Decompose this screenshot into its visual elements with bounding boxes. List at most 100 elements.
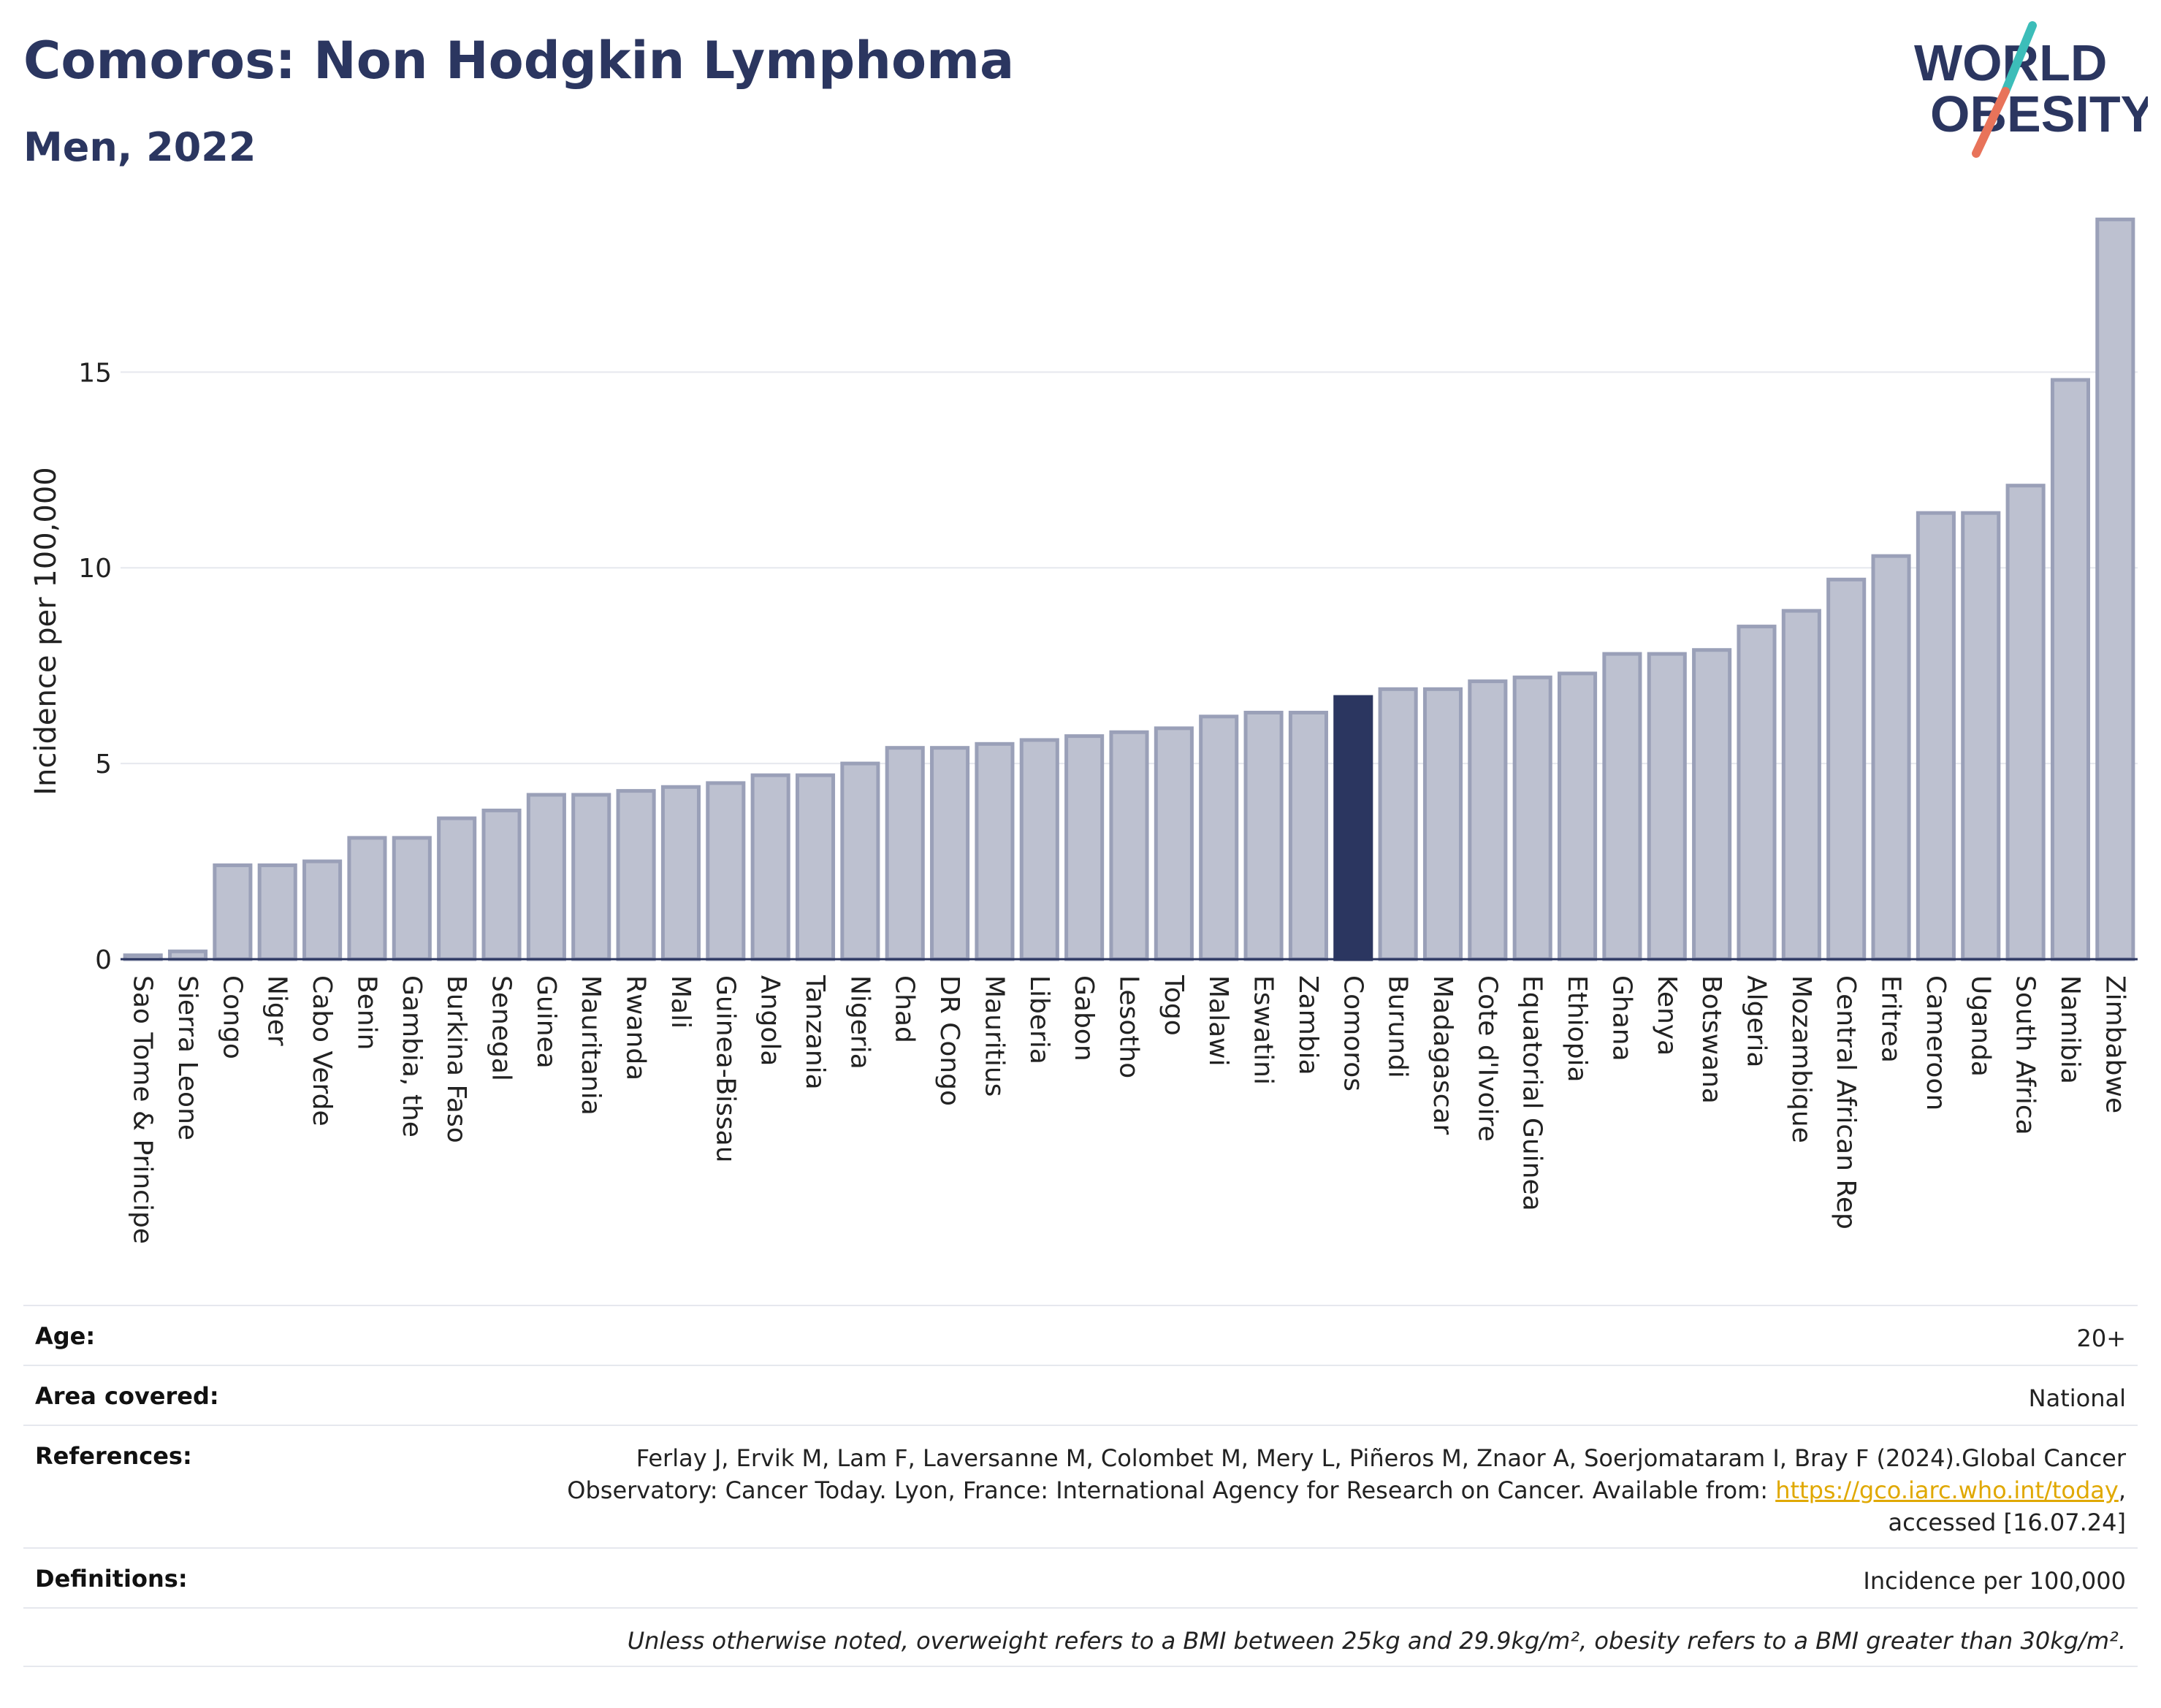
area-value: National [2028,1384,2126,1412]
bmi-note: Unless otherwise noted, overweight refer… [627,1627,2126,1655]
y-tick-label: 15 [78,358,112,388]
x-tick-label: Mozambique [1786,975,1816,1143]
x-tick-label: Ethiopia [1562,975,1592,1083]
bar-algeria [1737,625,1777,961]
x-tick-label: Namibia [2055,975,2085,1084]
age-value: 20+ [2076,1324,2126,1352]
bar-gambia-the [392,836,432,961]
bar-togo [1154,726,1194,961]
x-tick-label: Cote d'Ivoire [1472,975,1502,1142]
logo-slash-top [2001,21,2037,96]
bar-dr-congo [930,746,970,961]
x-tick-label: Benin [351,975,381,1050]
references-link[interactable]: https://gco.iarc.who.int/today [1775,1476,2119,1504]
x-tick-labels: Sao Tome & Principe Sierra Leone Congo Nige… [128,975,2130,1244]
bar-niger [257,863,297,961]
x-tick-label: Kenya [1652,975,1682,1056]
bar-nigeria [840,761,880,961]
y-tick-label: 5 [95,750,112,779]
bar-mauritius [975,741,1015,961]
bar-guinea [526,793,566,961]
x-tick-label: DR Congo [934,975,964,1106]
x-tick-label: South Africa [2011,975,2040,1135]
page-title: Comoros: Non Hodgkin Lymphoma [23,31,1015,91]
x-tick-label: Niger [262,975,292,1046]
x-tick-label: Mauritius [979,975,1009,1097]
y-tick-label: 10 [78,554,112,584]
bar-zimbabwe [2095,217,2135,961]
bar-cote-d-ivoire [1468,679,1508,961]
definitions-label: Definitions: [35,1565,188,1593]
x-tick-label: Equatorial Guinea [1517,975,1547,1211]
bar-sierra-leone [167,949,208,961]
age-label: Age: [35,1322,96,1350]
bar-ghana [1602,652,1642,961]
x-tick-label: Cameroon [1921,975,1951,1110]
bar-kenya [1647,652,1687,961]
x-tick-label: Zimbabwe [2100,975,2130,1113]
info-row-definitions: Definitions: Incidence per 100,000 [23,1547,2138,1607]
y-tick-labels: 0 5 10 15 [78,358,112,975]
bar-lesotho [1109,730,1149,961]
world-obesity-logo: WORLD OBESITY [1914,21,2148,158]
bars [123,217,2135,961]
references-line2: Observatory: Cancer Today. Lyon, France:… [567,1476,1776,1504]
x-tick-label: Zambia [1293,975,1323,1075]
x-tick-label: Algeria [1741,975,1771,1068]
references-value: Ferlay J, Ervik M, Lam F, Laversanne M, … [567,1442,2126,1547]
x-tick-label: Burkina Faso [441,975,471,1143]
x-tick-label: Malawi [1203,975,1233,1067]
bar-gabon [1064,734,1105,961]
bar-namibia [2050,378,2091,961]
bar-south-africa [2005,484,2046,961]
info-row-age: Age: 20+ [23,1305,2138,1365]
bar-rwanda [616,789,656,961]
bar-equatorial-guinea [1512,675,1552,961]
logo-line2: OBESITY [1930,85,2148,142]
x-tick-label: Cabo Verde [307,975,337,1126]
references-line2-end: , [2118,1476,2126,1504]
bar-eritrea [1871,554,1911,961]
x-tick-label: Nigeria [845,975,874,1070]
bar-central-african-rep [1826,577,1867,961]
bar-cameroon [1916,511,1956,961]
info-row-references: References: Ferlay J, Ervik M, Lam F, La… [23,1425,2138,1547]
references-line3: accessed [16.07.24] [1888,1509,2126,1536]
bar-liberia [1019,738,1059,961]
bar-mauritania [571,793,611,961]
x-tick-label: Madagascar [1428,975,1457,1135]
x-tick-label: Eswatini [1249,975,1278,1085]
bar-ethiopia [1558,671,1598,961]
bar-cabo-verde [302,859,343,961]
x-tick-label: Botswana [1696,975,1726,1104]
definitions-value: Incidence per 100,000 [1863,1567,2126,1595]
info-row-area: Area covered: National [23,1365,2138,1425]
x-tick-label: Chad [890,975,920,1043]
bar-chad [885,746,925,961]
bar-angola [750,773,790,961]
bar-botswana [1692,648,1732,961]
x-tick-label: Mali [666,975,695,1029]
x-tick-label: Guinea-Bissau [710,975,740,1163]
x-tick-label: Ghana [1607,975,1636,1061]
x-tick-label: Liberia [1024,975,1054,1064]
x-tick-label: Gabon [1069,975,1099,1061]
references-label: References: [35,1442,192,1470]
references-line1: Ferlay J, Ervik M, Lam F, Laversanne M, … [636,1444,2126,1472]
bar-chart: 0 5 10 15 Sao Tome & Principe Sierra Leone Co… [29,217,2138,1244]
bar-eswatini [1243,710,1284,961]
bar-benin [347,836,387,961]
info-table: Age: 20+ Area covered: National Referenc… [23,1305,2138,1667]
y-tick-label: 0 [95,945,112,975]
bar-tanzania [795,773,836,961]
area-label: Area covered: [35,1382,219,1410]
x-tick-label: Rwanda [621,975,651,1080]
bar-malawi [1199,714,1239,961]
x-tick-label: Gambia, the [397,975,427,1137]
x-tick-label: Guinea [531,975,561,1069]
bar-burundi [1378,687,1418,961]
x-tick-label: Togo [1159,975,1189,1036]
bar-zambia [1288,710,1328,961]
bar-uganda [1961,511,2001,961]
x-tick-label: Tanzania [800,975,830,1090]
